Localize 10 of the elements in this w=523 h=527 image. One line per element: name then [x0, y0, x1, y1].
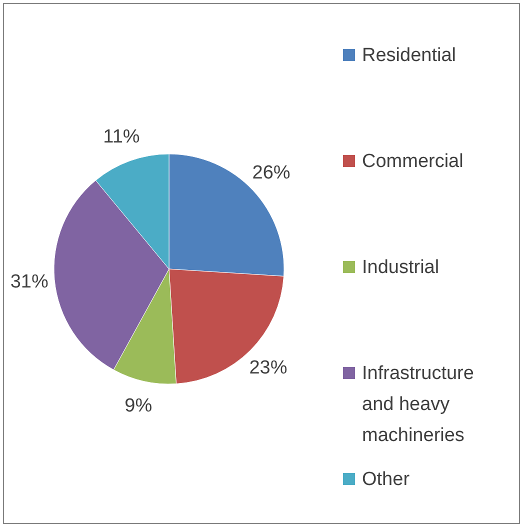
legend-label: Residential — [362, 44, 456, 66]
legend-label: Industrial — [362, 256, 440, 278]
data-label: 9% — [124, 395, 152, 416]
data-label: 26% — [252, 162, 290, 184]
legend-label: Other — [362, 468, 410, 490]
data-label: 23% — [249, 358, 288, 379]
data-label: 31% — [10, 272, 48, 293]
data-label: 11% — [103, 126, 140, 148]
legend-label: Commercial — [362, 150, 464, 172]
legend-label: Infrastructure and heavy machineries — [362, 362, 474, 446]
